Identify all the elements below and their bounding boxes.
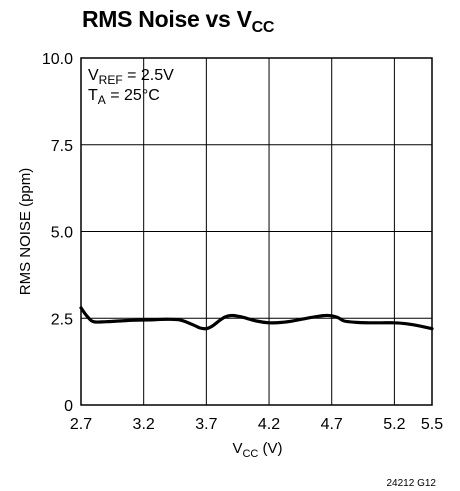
annotation-symbol: V [88, 67, 99, 84]
x-tick-label: 3.2 [133, 416, 155, 433]
x-axis-label: VCC (V) [232, 440, 282, 460]
chart-title-subscript: CC [251, 19, 275, 36]
x-tick-label: 2.7 [70, 416, 92, 433]
y-axis-label: RMS NOISE (ppm) [17, 168, 34, 296]
chart-title-main: RMS Noise vs V [82, 6, 252, 32]
annotation-value: = 25°C [106, 87, 160, 104]
x-tick-label: 5.2 [383, 416, 405, 433]
x-tick-label: 4.7 [321, 416, 343, 433]
annotation-symbol: T [88, 87, 98, 104]
y-tick-label: 7.5 [51, 138, 73, 155]
x-axis-label-subscript: CC [242, 448, 258, 460]
y-tick-label: 10.0 [42, 51, 73, 68]
y-axis: 0 2.5 5.0 7.5 10.0 [42, 51, 73, 415]
x-axis-label-main: V [232, 440, 242, 457]
annotation-subscript: REF [99, 73, 123, 87]
x-axis-label-unit: (V) [258, 440, 282, 457]
x-tick-label: 3.7 [195, 416, 217, 433]
plot-frame [80, 57, 433, 406]
x-tick-label: 4.2 [258, 416, 280, 433]
figure-id: 24212 G12 [387, 478, 437, 489]
annotation: VREF = 2.5V [88, 67, 174, 87]
y-tick-label: 0 [64, 398, 73, 415]
grid [81, 58, 432, 405]
x-axis: 2.7 3.2 3.7 4.2 4.7 5.2 5.5 [70, 416, 443, 433]
noise-curve [79, 306, 434, 331]
chart-title: RMS Noise vs VCC [82, 6, 274, 37]
y-tick-label: 5.0 [51, 225, 73, 242]
series-group [79, 306, 434, 331]
annotation-value: = 2.5V [123, 67, 174, 84]
annotation: TA = 25°C [88, 87, 160, 107]
x-tick-label: 5.5 [421, 416, 443, 433]
y-tick-label: 2.5 [51, 311, 73, 328]
annotation-subscript: A [98, 93, 106, 107]
